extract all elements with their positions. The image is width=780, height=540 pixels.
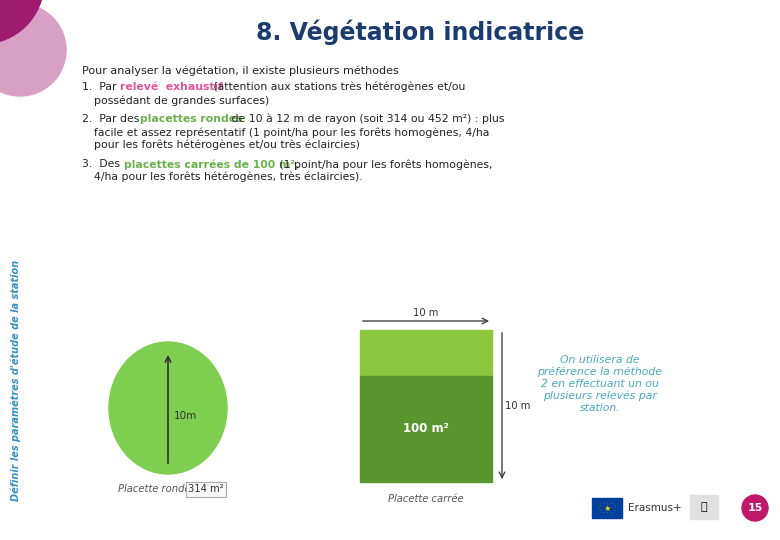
Text: ·: · — [602, 510, 604, 515]
Text: 10 m: 10 m — [413, 308, 438, 318]
Bar — [360, 330, 492, 376]
Text: ·: · — [606, 510, 608, 516]
Text: 3.  Des: 3. Des — [82, 159, 123, 169]
Text: Définir les paramètres d'étude de la station: Définir les paramètres d'étude de la sta… — [11, 259, 21, 501]
Text: pour les forêts hétérogènes et/ou très éclaircies): pour les forêts hétérogènes et/ou très é… — [94, 140, 360, 151]
Text: 10m: 10m — [174, 411, 197, 421]
Text: Erasmus+: Erasmus+ — [628, 503, 682, 513]
Text: ·: · — [613, 503, 615, 508]
Text: ·: · — [599, 508, 601, 513]
Text: 100 m²: 100 m² — [403, 422, 448, 435]
Text: possédant de grandes surfaces): possédant de grandes surfaces) — [94, 95, 269, 105]
Text: 4/ha pour les forêts hétérogènes, très éclaircies).: 4/ha pour les forêts hétérogènes, très é… — [94, 172, 363, 183]
Text: 10 m: 10 m — [505, 401, 530, 411]
Text: 2.  Par des: 2. Par des — [82, 114, 143, 124]
Bar — [360, 376, 492, 482]
Text: relevé  exhaustif: relevé exhaustif — [120, 82, 223, 92]
Text: On utilisera de
préférence la méthode
2 en effectuant un ou
plusieurs relevés pa: On utilisera de préférence la méthode 2 … — [537, 355, 662, 413]
Text: ·: · — [613, 508, 615, 513]
Text: 15: 15 — [747, 503, 763, 513]
Bar — [690, 495, 718, 519]
Text: ·: · — [598, 505, 600, 510]
Text: ·: · — [599, 503, 601, 508]
Text: ·: · — [614, 505, 616, 510]
Text: ·: · — [606, 501, 608, 505]
Text: 8. Végétation indicatrice: 8. Végétation indicatrice — [256, 19, 584, 45]
Circle shape — [0, 0, 44, 44]
Text: Pour analyser la végétation, il existe plusieurs méthodes: Pour analyser la végétation, il existe p… — [82, 65, 399, 76]
Text: ·: · — [602, 501, 604, 506]
Circle shape — [742, 495, 768, 521]
Text: placettes carrées de 100 m²,: placettes carrées de 100 m², — [124, 159, 300, 170]
Ellipse shape — [109, 342, 227, 474]
Text: de 10 à 12 m de rayon (soit 314 ou 452 m²) : plus: de 10 à 12 m de rayon (soit 314 ou 452 m… — [228, 114, 505, 125]
Text: facile et assez représentatif (1 point/ha pour les forêts homogènes, 4/ha: facile et assez représentatif (1 point/h… — [94, 127, 489, 138]
Text: (attention aux stations très hétérogènes et/ou: (attention aux stations très hétérogènes… — [210, 82, 466, 92]
Text: (1 point/ha pour les forêts homogènes,: (1 point/ha pour les forêts homogènes, — [276, 159, 492, 170]
Text: 1.  Par: 1. Par — [82, 82, 120, 92]
Text: 🌿: 🌿 — [700, 502, 707, 512]
Text: ·: · — [610, 510, 612, 515]
Text: Placette ronde: Placette ronde — [118, 484, 190, 494]
Text: ★: ★ — [603, 503, 611, 512]
Text: Placette carrée: Placette carrée — [388, 494, 464, 504]
Bar — [592, 498, 622, 518]
Text: placettes rondes: placettes rondes — [140, 114, 243, 124]
Text: 314 m²: 314 m² — [188, 484, 224, 494]
Circle shape — [0, 4, 66, 96]
Text: ·: · — [610, 501, 612, 506]
